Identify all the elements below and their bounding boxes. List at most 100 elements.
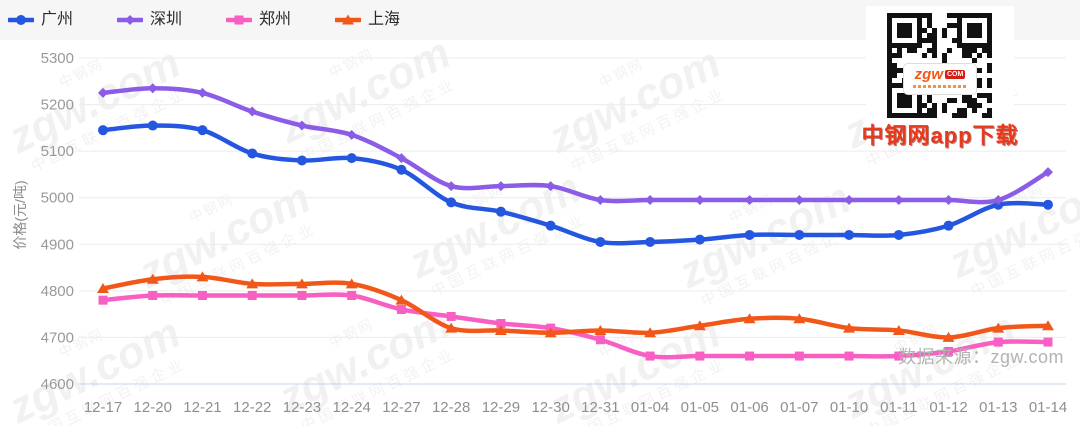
data-point [97, 283, 109, 294]
data-point [346, 129, 357, 140]
y-tick-label: 5100 [41, 143, 74, 160]
data-point [495, 206, 506, 217]
data-point [892, 324, 905, 335]
data-point [744, 195, 755, 206]
data-point [347, 291, 357, 301]
data-point [595, 195, 606, 206]
legend-item-shanghai[interactable]: 上海 [333, 12, 400, 28]
data-point [943, 195, 954, 206]
data-point [247, 148, 258, 159]
data-point [794, 195, 805, 206]
data-point [1042, 320, 1054, 331]
data-point [942, 331, 955, 342]
app-download-label[interactable]: 中钢网app下载 [861, 123, 1019, 148]
qr-logo-com-badge: COM [945, 69, 966, 79]
data-point [446, 197, 457, 208]
data-point [342, 14, 355, 25]
data-point [644, 327, 657, 338]
data-point [295, 278, 308, 289]
x-tick-label: 01-07 [780, 399, 818, 416]
x-tick-label: 12-20 [134, 399, 172, 416]
data-point [496, 318, 506, 328]
data-point [297, 291, 307, 301]
y-tick-label: 5300 [41, 50, 74, 67]
data-point [1043, 167, 1053, 178]
data-point [16, 15, 26, 25]
data-point [695, 351, 705, 361]
legend-label: 郑州 [259, 11, 292, 28]
data-point [993, 195, 1004, 206]
data-point [247, 291, 257, 301]
data-point [595, 335, 605, 345]
y-tick-label: 4900 [41, 236, 74, 253]
x-tick-label: 01-12 [929, 399, 967, 416]
data-point [992, 322, 1005, 333]
legend-item-guangzhou[interactable]: 广州 [6, 12, 73, 28]
data-point [844, 195, 855, 206]
x-tick-label: 12-29 [482, 399, 520, 416]
data-point [694, 195, 705, 206]
data-point [98, 87, 108, 98]
data-point [197, 291, 207, 301]
data-point [147, 83, 158, 94]
square-marker-icon [224, 13, 254, 27]
data-point [197, 87, 208, 98]
data-point [544, 327, 557, 338]
triangle-marker-icon [333, 13, 363, 27]
data-point [595, 236, 606, 247]
x-tick-label: 01-14 [1029, 399, 1067, 416]
legend-item-zhengzhou[interactable]: 郑州 [224, 11, 292, 28]
data-point [645, 351, 655, 361]
qr-logo-text: zgw [914, 65, 943, 83]
data-point [743, 313, 756, 324]
data-point [396, 304, 406, 314]
data-point [396, 153, 407, 164]
data-point [495, 181, 506, 192]
data-point [148, 291, 158, 301]
data-point [247, 106, 258, 117]
y-axis-title: 价格(元/吨) [12, 180, 28, 250]
x-tick-label: 12-23 [283, 399, 321, 416]
data-point [346, 153, 357, 164]
x-tick-label: 01-06 [730, 399, 768, 416]
x-tick-label: 12-21 [183, 399, 221, 416]
data-point [395, 294, 408, 305]
x-tick-label: 12-28 [432, 399, 470, 416]
data-point [234, 15, 244, 25]
data-point [693, 320, 706, 331]
x-tick-label: 01-04 [631, 399, 669, 416]
x-tick-label: 12-31 [581, 399, 619, 416]
data-point [594, 324, 607, 335]
data-point [793, 313, 806, 324]
data-point [445, 322, 458, 333]
data-point [545, 181, 556, 192]
data-point [893, 195, 904, 206]
data-point [98, 295, 108, 305]
data-point [993, 337, 1003, 347]
data-source-note: 数据来源：zgw.com [897, 347, 1064, 367]
data-point [125, 15, 136, 25]
x-tick-label: 12-22 [233, 399, 271, 416]
x-tick-label: 12-27 [382, 399, 420, 416]
data-point [794, 229, 805, 240]
x-tick-label: 01-11 [880, 399, 917, 416]
qr-center-logo: zgw COM [903, 63, 977, 95]
data-point [844, 229, 855, 240]
data-point [296, 155, 307, 166]
data-point [545, 220, 556, 231]
legend-item-shenzhen[interactable]: 深圳 [115, 11, 183, 28]
diamond-marker-icon [115, 13, 145, 27]
data-point [197, 125, 208, 136]
legend-label: 深圳 [150, 11, 183, 28]
x-tick-label: 01-05 [681, 399, 719, 416]
data-point [1043, 199, 1053, 210]
data-point [894, 351, 904, 361]
series-line-上海 [100, 274, 1051, 340]
qr-logo-tagline [913, 85, 967, 88]
data-point [296, 120, 307, 131]
x-tick-label: 12-24 [332, 399, 370, 416]
data-point [844, 351, 854, 361]
x-tick-label: 12-17 [84, 399, 122, 416]
x-tick-label: 01-10 [830, 399, 868, 416]
